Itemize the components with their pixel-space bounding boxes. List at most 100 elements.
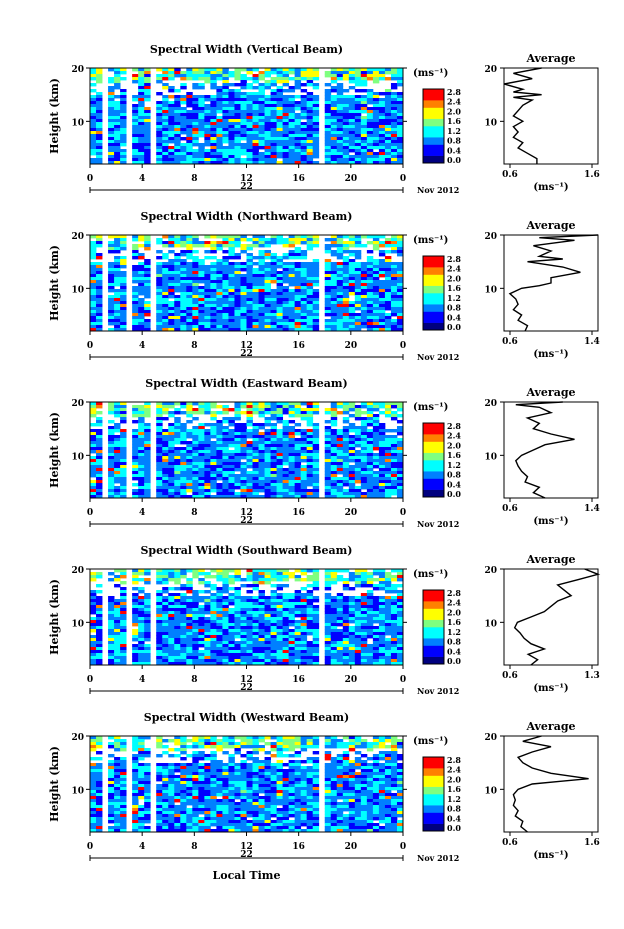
heatmap-cell: [366, 116, 374, 120]
heatmap-cell: [378, 462, 386, 466]
heatmap-cell: [168, 292, 175, 296]
heatmap-cell: [300, 468, 308, 472]
heatmap-cell: [138, 301, 145, 305]
heatmap-cell: [378, 423, 386, 427]
heatmap-cell: [396, 238, 404, 242]
heatmap-cell: [186, 280, 193, 284]
colorbar-swatch: [423, 311, 444, 316]
heatmap-cell: [120, 438, 127, 442]
heatmap-cell: [246, 161, 253, 165]
heatmap-cell: [180, 599, 187, 603]
heatmap-cell: [390, 110, 398, 114]
heatmap-cell: [348, 80, 356, 84]
heatmap-cell: [96, 590, 103, 594]
heatmap-cell: [138, 316, 145, 320]
heatmap-cell: [372, 316, 380, 320]
heatmap-cell: [306, 489, 314, 493]
heatmap-cell: [132, 650, 139, 654]
heatmap-cell: [264, 405, 271, 409]
heatmap-cell: [108, 486, 115, 490]
heatmap-cell: [294, 307, 302, 311]
heatmap-cell: [234, 146, 241, 150]
heatmap-cell: [162, 405, 169, 409]
heatmap-cell: [198, 83, 205, 87]
heatmap-cell: [324, 307, 332, 311]
heatmap-cell: [174, 107, 181, 111]
heatmap-cell: [372, 140, 380, 144]
heatmap-cell: [228, 650, 235, 654]
heatmap-cell: [156, 572, 163, 576]
heatmap-cell: [174, 119, 181, 123]
heatmap-cell: [138, 77, 145, 81]
heatmap-cell: [390, 152, 398, 156]
heatmap-cell: [204, 474, 211, 478]
heatmap-cell: [156, 295, 163, 299]
heatmap-cell: [132, 113, 139, 117]
heatmap-cell: [210, 86, 217, 90]
heatmap-cell: [246, 95, 253, 99]
heatmap-cell: [360, 435, 368, 439]
heatmap-cell: [234, 158, 241, 162]
heatmap-cell: [114, 122, 121, 126]
heatmap-cell: [390, 95, 398, 99]
heatmap-cell: [330, 140, 338, 144]
colorbar-swatch: [423, 307, 444, 312]
heatmap-cell: [120, 316, 127, 320]
heatmap-cell: [288, 241, 296, 245]
heatmap-cell: [234, 486, 241, 490]
heatmap-cell: [390, 489, 398, 493]
heatmap-cell: [390, 244, 398, 248]
heatmap-cell: [228, 435, 235, 439]
heatmap-cell: [156, 137, 163, 141]
heatmap-cell: [294, 411, 302, 415]
heatmap-cell: [300, 235, 308, 239]
x-tick-label: 20: [345, 341, 358, 351]
heatmap-cell: [192, 465, 199, 469]
heatmap-cell: [186, 244, 193, 248]
heatmap-cell: [324, 495, 332, 499]
heatmap-cell: [132, 429, 139, 433]
heatmap-cell: [342, 405, 350, 409]
heatmap-cell: [180, 611, 187, 615]
heatmap-cell: [396, 304, 404, 308]
heatmap-cell: [390, 286, 398, 290]
heatmap-cell: [324, 268, 332, 272]
heatmap-cell: [174, 113, 181, 117]
heatmap-cell: [174, 149, 181, 153]
heatmap-cell: [300, 447, 308, 451]
heatmap-cell: [198, 611, 205, 615]
heatmap-cell: [288, 420, 296, 424]
heatmap-cell: [384, 259, 392, 263]
heatmap-cell: [96, 632, 103, 636]
heatmap-cell: [306, 444, 314, 448]
heatmap-cell: [246, 125, 253, 129]
heatmap-cell: [216, 122, 223, 126]
heatmap-cell: [108, 623, 115, 627]
heatmap-cell: [300, 149, 308, 153]
heatmap-cell: [300, 128, 308, 132]
heatmap-cell: [168, 274, 175, 278]
heatmap-cell: [306, 80, 314, 84]
heatmap-cell: [252, 286, 259, 290]
heatmap-cell: [276, 161, 284, 165]
heatmap-cell: [108, 304, 115, 308]
heatmap-cell: [384, 265, 392, 269]
heatmap-cell: [372, 447, 380, 451]
heatmap-cell: [138, 235, 145, 239]
heatmap-cell: [192, 656, 199, 660]
heatmap-cell: [336, 68, 344, 72]
colorbar-tick-label: 2.0: [447, 106, 461, 116]
heatmap-cell: [192, 593, 199, 597]
heatmap-cell: [222, 584, 229, 588]
heatmap-cell: [258, 474, 265, 478]
heatmap-cell: [138, 623, 145, 627]
heatmap-cell: [294, 238, 302, 242]
heatmap-cell: [90, 149, 97, 153]
heatmap-cell: [306, 74, 314, 78]
heatmap-cell: [378, 405, 386, 409]
heatmap-cell: [144, 140, 151, 144]
heatmap-cell: [384, 411, 392, 415]
heatmap-cell: [90, 432, 97, 436]
heatmap-cell: [180, 596, 187, 600]
heatmap-cell: [210, 435, 217, 439]
